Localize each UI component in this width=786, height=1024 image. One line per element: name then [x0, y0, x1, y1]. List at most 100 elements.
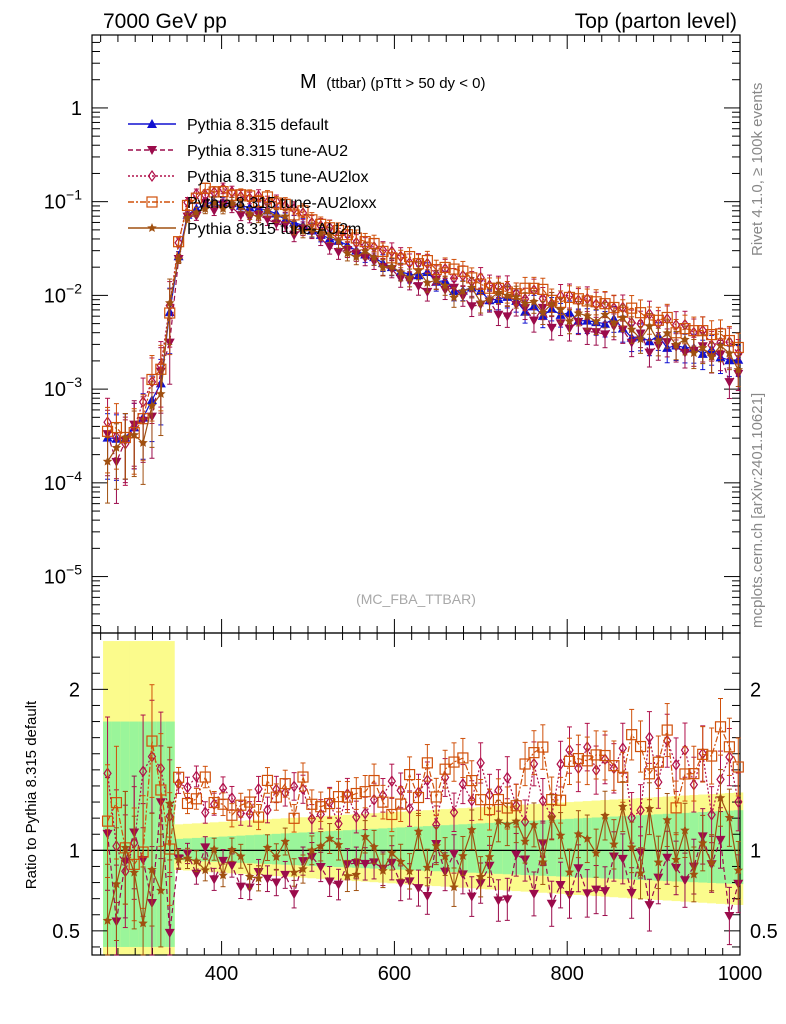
marker-triangle-down — [511, 850, 522, 860]
marker-triangle-down — [147, 146, 157, 155]
marker-diamond — [449, 806, 459, 819]
band-green-bin — [289, 832, 300, 866]
marker-star — [236, 201, 246, 211]
x-tick-label: 800 — [551, 963, 584, 985]
marker-star — [715, 340, 726, 350]
marker-star — [156, 388, 166, 398]
legend-item-au2m: Pythia 8.315 tune-AU2m — [128, 221, 361, 238]
marker-square — [199, 182, 211, 194]
marker-star — [218, 870, 228, 880]
marker-square — [386, 808, 398, 821]
marker-diamond — [307, 812, 317, 825]
legend-label: Pythia 8.315 default — [187, 117, 329, 134]
marker-square — [261, 774, 274, 787]
marker-square — [101, 425, 114, 437]
marker-triangle-down — [493, 896, 504, 906]
mcplots-label: mcplots.cern.ch [arXiv:2401.10621] — [749, 393, 766, 628]
marker-star — [440, 280, 450, 290]
series-default — [102, 195, 744, 481]
marker-star — [324, 833, 335, 843]
marker-star — [102, 456, 113, 466]
marker-triangle-down — [626, 888, 637, 898]
marker-square — [581, 755, 593, 767]
marker-square — [270, 791, 282, 803]
marker-diamond — [503, 771, 512, 784]
marker-triangle-down — [235, 882, 246, 892]
marker-star — [369, 841, 379, 851]
marker-star — [360, 245, 370, 255]
marker-diamond — [334, 817, 343, 830]
marker-square — [173, 771, 185, 783]
marker-square — [146, 196, 158, 208]
marker-triangle-down — [333, 880, 344, 890]
marker-diamond — [245, 192, 254, 205]
band-green-bin — [529, 820, 539, 876]
marker-star — [271, 211, 282, 221]
marker-triangle-down — [715, 835, 726, 845]
marker-star — [502, 290, 513, 300]
marker-triangle-down — [600, 330, 611, 340]
marker-diamond — [556, 758, 565, 771]
marker-star — [387, 847, 397, 857]
marker-square — [226, 809, 238, 821]
marker-square — [341, 229, 354, 241]
marker-star — [262, 206, 273, 215]
marker-star — [706, 857, 717, 867]
marker-square — [555, 794, 567, 806]
legend-label: Pythia 8.315 tune-AU2m — [187, 221, 361, 238]
marker-triangle-down — [315, 862, 326, 872]
band-green-bin — [422, 826, 433, 871]
ratio-axis-label: Ratio to Pythia 8.315 default — [23, 700, 40, 889]
marker-triangle-down — [617, 854, 628, 864]
marker-star — [600, 810, 610, 820]
band-green-bin — [547, 819, 557, 877]
marker-star — [591, 848, 601, 858]
band-green-bin — [476, 823, 486, 874]
legend-item-au2loxx: Pythia 8.315 tune-AU2loxx — [128, 195, 376, 212]
marker-square — [661, 724, 673, 736]
marker-triangle-down — [644, 348, 655, 358]
marker-diamond — [263, 803, 272, 817]
y-tick-label: 10−2 — [44, 280, 82, 307]
marker-star — [165, 798, 175, 808]
marker-square — [279, 778, 291, 790]
marker-star — [449, 882, 459, 892]
marker-triangle-down — [262, 874, 273, 884]
marker-square — [297, 771, 309, 783]
marker-square — [634, 740, 647, 753]
marker-star — [227, 844, 237, 854]
marker-star — [449, 292, 459, 302]
marker-triangle-down — [413, 282, 424, 292]
marker-star — [511, 816, 521, 826]
y-tick-label: 1 — [71, 98, 82, 120]
y-tick-label: 10−4 — [44, 468, 82, 495]
marker-star — [547, 298, 557, 308]
marker-star — [529, 819, 539, 829]
marker-square — [217, 798, 229, 810]
marker-star — [635, 334, 646, 344]
marker-square — [235, 189, 247, 201]
marker-square — [350, 232, 362, 244]
x-tick-label: 400 — [205, 963, 238, 985]
marker-triangle-down — [422, 892, 433, 902]
plot-title-sub: (ttbar) (pTtt > 50 dy < 0) — [326, 75, 485, 92]
marker-star — [698, 838, 708, 848]
marker-square — [670, 802, 682, 814]
marker-triangle-down — [724, 911, 735, 921]
marker-star — [200, 865, 210, 875]
ratio-y-tick-label: 0.5 — [52, 921, 80, 943]
band-green-bin — [724, 810, 735, 884]
marker-star — [120, 432, 131, 442]
marker-square — [377, 796, 389, 808]
marker-star — [706, 351, 717, 361]
band-green-bin — [644, 814, 655, 881]
marker-square — [519, 758, 531, 770]
band-green-bin — [254, 834, 264, 864]
marker-square — [324, 798, 336, 810]
marker-star — [662, 328, 672, 338]
marker-square — [270, 197, 282, 209]
marker-star — [493, 287, 504, 297]
marker-star — [244, 871, 255, 881]
marker-diamond — [138, 765, 148, 778]
marker-star — [644, 321, 655, 331]
